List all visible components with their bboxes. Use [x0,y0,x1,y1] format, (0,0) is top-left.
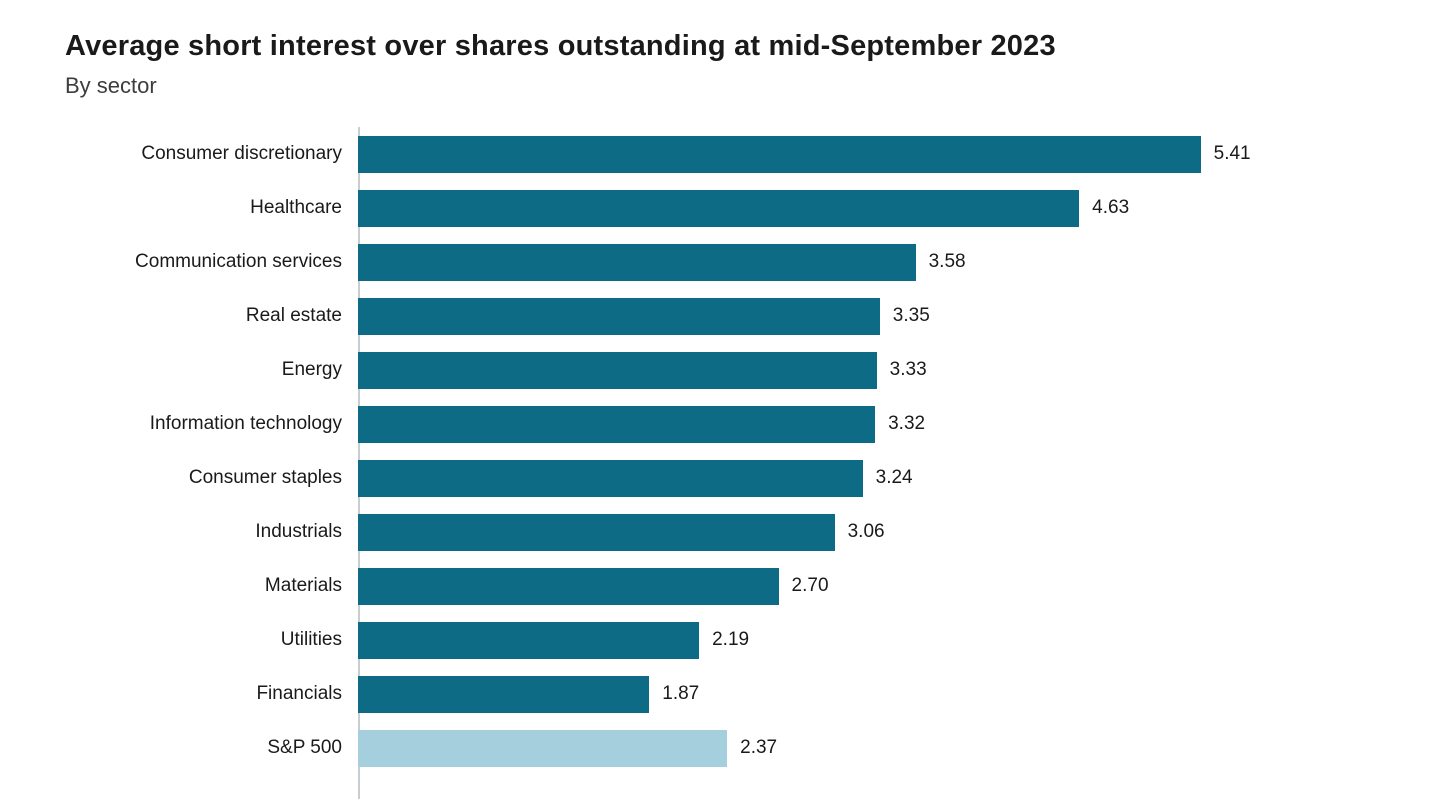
plot-area: 2.70 [358,559,1386,613]
bar-value: 4.63 [1092,197,1130,218]
plot-area: 3.35 [358,289,1386,343]
bar-value: 3.58 [928,251,966,272]
bar-label: S&P 500 [267,737,342,758]
bar-label: Materials [264,575,342,596]
chart-row: Consumer staples 3.24 [65,451,1405,505]
bar [358,675,650,713]
bar [358,621,700,659]
bar [358,243,916,281]
bar-value: 3.24 [875,467,913,488]
chart-row: Communication services 3.58 [65,235,1405,289]
bar [358,459,863,497]
chart-row: Financials 1.87 [65,667,1405,721]
bar-value: 3.33 [889,359,927,380]
bar-label: Information technology [149,413,342,434]
bar-value: 1.87 [662,683,700,704]
bar-label: Utilities [280,629,342,650]
bar-value: 2.19 [712,629,750,650]
chart-row: Energy 3.33 [65,343,1405,397]
plot-area: 2.19 [358,613,1386,667]
bar-label: Consumer discretionary [141,143,342,164]
bar-value: 5.41 [1213,143,1251,164]
bar-label: Healthcare [250,197,342,218]
plot-area: 3.24 [358,451,1386,505]
bar-chart: Consumer discretionary 5.41 Healthcare 4.63… [65,127,1405,799]
bar-rows: Consumer discretionary 5.41 Healthcare 4.63… [65,127,1405,775]
plot-area: 3.32 [358,397,1386,451]
bar-value: 2.37 [740,737,778,758]
bar-label: Financials [256,683,342,704]
plot-area: 3.58 [358,235,1386,289]
plot-area: 2.37 [358,721,1386,775]
chart-subtitle: By sector [65,73,157,98]
bar [358,135,1201,173]
plot-area: 3.06 [358,505,1386,559]
plot-area: 1.87 [358,667,1386,721]
chart-row: Utilities 2.19 [65,613,1405,667]
plot-area: 3.33 [358,343,1386,397]
bar [358,729,728,767]
bar-value: 2.70 [791,575,829,596]
bar [358,189,1080,227]
bar [358,351,877,389]
chart-row: Information technology 3.32 [65,397,1405,451]
bar-value: 3.06 [847,521,885,542]
chart-title: Average short interest over shares outst… [65,30,1056,62]
plot-area: 5.41 [358,127,1386,181]
plot-area: 4.63 [358,181,1386,235]
bar [358,405,876,443]
chart-row: Real estate 3.35 [65,289,1405,343]
bar-value: 3.35 [892,305,930,326]
bar [358,513,835,551]
bar [358,567,779,605]
chart-row: Industrials 3.06 [65,505,1405,559]
bar-label: Energy [281,359,342,380]
chart-row: S&P 500 2.37 [65,721,1405,775]
bar-label: Real estate [245,305,342,326]
chart-row: Materials 2.70 [65,559,1405,613]
chart-row: Consumer discretionary 5.41 [65,127,1405,181]
chart-row: Healthcare 4.63 [65,181,1405,235]
bar-label: Industrials [255,521,342,542]
bar-value: 3.32 [888,413,926,434]
bar-label: Consumer staples [188,467,342,488]
bar-label: Communication services [135,251,342,272]
bar [358,297,880,335]
